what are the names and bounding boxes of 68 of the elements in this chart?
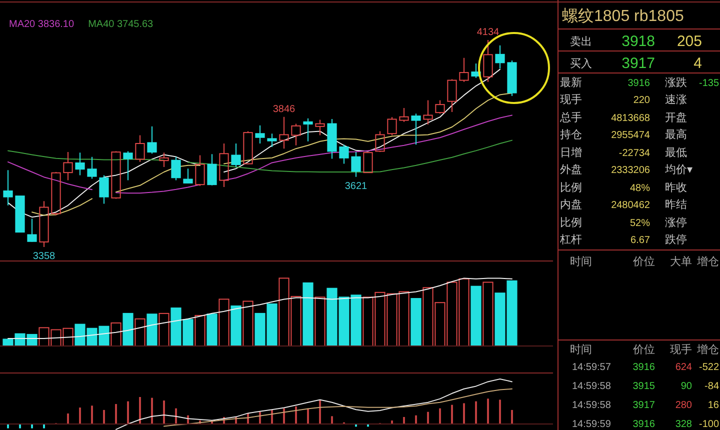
text: 4813668: [611, 113, 650, 124]
text: MA40 3745.63: [88, 19, 154, 30]
text: 价位: [632, 344, 655, 356]
text: 螺纹1805 rb1805: [562, 7, 684, 25]
text: 280: [675, 400, 692, 411]
text: 3918: [622, 33, 655, 50]
text: 3917: [632, 400, 656, 411]
text: 3916: [628, 78, 650, 89]
text: 时间: [570, 343, 592, 356]
text: 买入: [570, 57, 592, 70]
text: 增仓: [696, 344, 719, 356]
text: 总手: [559, 111, 582, 124]
text: 52%: [630, 218, 650, 229]
text: 328: [675, 419, 692, 430]
annotation: 4134: [476, 27, 500, 38]
text: 2955474: [611, 130, 650, 141]
text: 内盘: [560, 198, 582, 211]
annotation: 3621: [344, 180, 368, 192]
annotation: 3358: [32, 251, 56, 262]
text: 3916: [632, 419, 656, 430]
text: 现手: [670, 343, 692, 356]
text: -22734: [618, 148, 650, 159]
text: 持仓: [560, 129, 582, 141]
text: MA20 3836.10: [9, 19, 74, 30]
text: 48%: [630, 183, 650, 194]
text: 90: [680, 381, 692, 392]
text: 比例: [560, 181, 582, 194]
text: 时间: [570, 255, 592, 268]
text: 最低: [665, 147, 687, 159]
text: 4: [694, 55, 702, 72]
text: 14:59:58: [572, 381, 612, 392]
text: 开盘: [665, 112, 687, 124]
text: 价位: [632, 256, 655, 268]
text: 624: [675, 362, 692, 373]
text: 16: [708, 400, 720, 411]
text: 3915: [632, 381, 656, 392]
text: 14:59:58: [572, 400, 612, 411]
text: 14:59:57: [572, 362, 612, 373]
text: 昨结: [665, 198, 687, 211]
text: 3916: [632, 362, 656, 373]
text: -84: [704, 381, 720, 392]
text: 涨停: [665, 217, 687, 229]
text: 最高: [665, 128, 687, 141]
text: 增仓: [696, 256, 719, 268]
text: 2333206: [611, 165, 650, 176]
text: 3917: [622, 55, 655, 72]
text: 比例: [560, 216, 582, 229]
text: 14:59:59: [572, 419, 612, 430]
text: 涨跌: [665, 77, 687, 89]
text: 日增: [560, 147, 582, 159]
text: 杠杆: [559, 234, 582, 246]
text: 大单: [670, 255, 692, 268]
text: 跌停: [665, 234, 687, 246]
text: -100: [698, 419, 720, 430]
text: 6.67: [630, 235, 650, 246]
text: -522: [698, 362, 720, 373]
text: 外盘: [560, 164, 582, 176]
text: 卖出: [570, 35, 592, 48]
annotation: 3846: [272, 104, 296, 115]
text: 最新: [560, 76, 582, 89]
text: 205: [676, 33, 702, 50]
text: 速涨: [665, 93, 687, 106]
text: 均价▾: [664, 164, 693, 176]
text: 2480462: [611, 200, 650, 211]
text: 昨收: [665, 182, 687, 194]
text: 220: [633, 95, 650, 106]
text: -135: [698, 78, 720, 89]
text: 现手: [560, 93, 582, 106]
